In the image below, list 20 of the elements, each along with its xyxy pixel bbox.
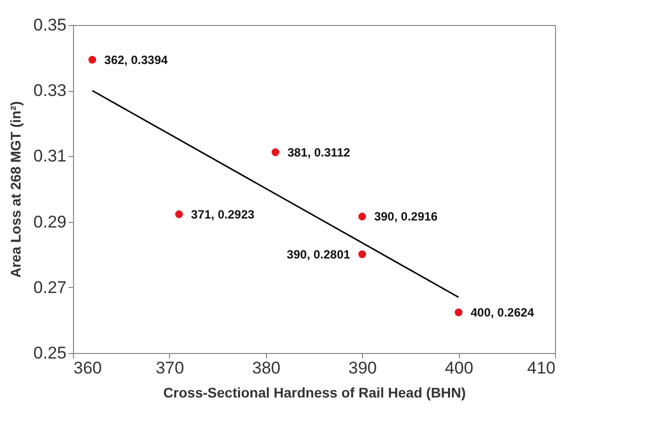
y-tick-label: 0.33 bbox=[33, 81, 66, 100]
y-tick-label: 0.35 bbox=[33, 16, 66, 34]
data-label: 362, 0.3394 bbox=[104, 52, 168, 67]
y-tick-label: 0.31 bbox=[33, 146, 66, 166]
x-tick-label: 390 bbox=[348, 358, 377, 378]
data-label: 381, 0.3112 bbox=[287, 145, 350, 160]
y-tick-label: 0.29 bbox=[33, 212, 66, 232]
x-tick-label: 410 bbox=[527, 358, 556, 378]
x-tick-label: 380 bbox=[252, 358, 280, 378]
x-tick-label: 400 bbox=[444, 358, 474, 378]
x-tick-label: 370 bbox=[156, 358, 184, 378]
data-label: 390, 0.2801 bbox=[286, 247, 351, 262]
y-axis-title: Area Loss at 268 MGT (in²) bbox=[7, 101, 24, 278]
data-label: 371, 0.2923 bbox=[191, 207, 255, 222]
x-axis-title: Cross-Sectional Hardness of Rail Head (BHN) bbox=[163, 384, 466, 400]
y-tick-label: 0.25 bbox=[33, 344, 66, 362]
x-tick-label: 360 bbox=[74, 358, 102, 378]
y-tick-label: 0.27 bbox=[33, 278, 66, 297]
data-label: 400, 0.2624 bbox=[470, 305, 534, 320]
data-label: 390, 0.2916 bbox=[374, 210, 438, 224]
